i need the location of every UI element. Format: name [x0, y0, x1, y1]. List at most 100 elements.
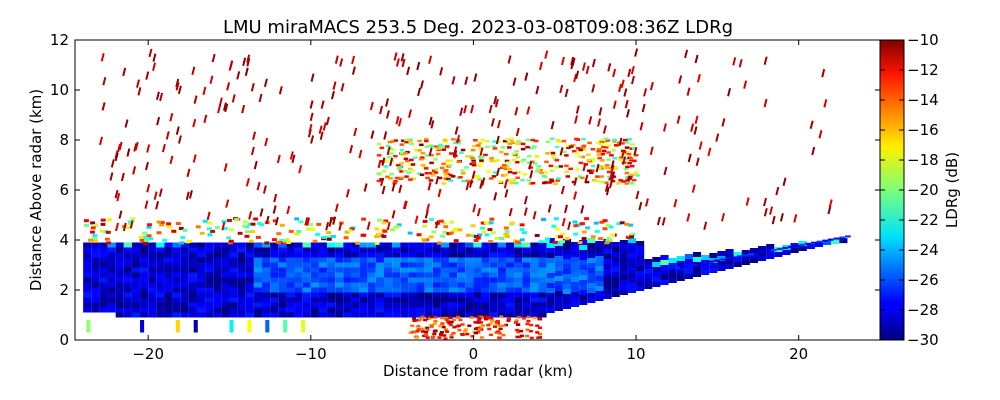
- radar-cell: [603, 289, 612, 294]
- radar-cell: [415, 330, 420, 333]
- radar-streak: [612, 68, 617, 78]
- radar-cell: [500, 146, 506, 149]
- radar-cell: [459, 151, 464, 154]
- radar-cell: [587, 258, 596, 263]
- radar-cell: [131, 252, 141, 258]
- radar-cell: [400, 282, 409, 288]
- radar-cell: [433, 329, 438, 333]
- radar-cell: [644, 264, 653, 269]
- radar-cell: [438, 219, 444, 223]
- radar-cell: [318, 307, 328, 313]
- radar-streak: [386, 146, 391, 156]
- radar-cell: [262, 307, 271, 313]
- radar-cell: [549, 178, 554, 181]
- radar-cell: [626, 152, 632, 156]
- radar-cell: [473, 331, 478, 335]
- radar-cell: [127, 220, 133, 224]
- radar-cell: [422, 219, 428, 223]
- radar-cell: [595, 179, 600, 183]
- radar-cell: [465, 272, 474, 278]
- radar-cell: [115, 312, 124, 318]
- radar-cell: [156, 257, 165, 263]
- radar-cell: [440, 322, 445, 325]
- radar-cell: [195, 225, 201, 229]
- radar-cell: [138, 235, 144, 239]
- radar-streak: [223, 163, 228, 172]
- radar-cell: [294, 262, 303, 268]
- radar-cell: [481, 282, 490, 288]
- radar-cell: [827, 238, 834, 241]
- radar-cell: [327, 277, 336, 283]
- radar-streak: [403, 200, 408, 210]
- radar-cell: [570, 144, 576, 147]
- radar-cell: [270, 312, 279, 318]
- radar-cell: [172, 267, 181, 273]
- radar-cell: [453, 239, 459, 243]
- radar-cell: [676, 256, 685, 261]
- radar-streak: [310, 135, 315, 144]
- radar-cell: [528, 329, 533, 333]
- radar-cell: [281, 240, 287, 244]
- radar-cell: [286, 307, 295, 313]
- radar-cell: [172, 247, 181, 253]
- radar-cell: [537, 317, 542, 321]
- radar-cell: [447, 164, 453, 167]
- radar-cell: [229, 277, 238, 283]
- radar-cell: [587, 283, 596, 288]
- radar-cell: [596, 153, 602, 156]
- radar-cell: [390, 148, 395, 151]
- radar-cell: [816, 240, 823, 243]
- radar-cell: [496, 140, 501, 144]
- radar-streak: [663, 166, 668, 176]
- radar-cell: [619, 250, 628, 255]
- radar-cell: [432, 272, 441, 278]
- radar-cell: [213, 297, 222, 303]
- radar-cell: [433, 171, 439, 174]
- radar-streak: [129, 220, 134, 229]
- radar-cell: [188, 307, 197, 313]
- radar-cell: [603, 294, 612, 299]
- radar-cell: [489, 217, 495, 221]
- radar-cell: [522, 262, 531, 268]
- radar-cell: [601, 145, 606, 149]
- radar-cell: [530, 282, 539, 288]
- radar-cell: [131, 262, 141, 268]
- radar-cell: [107, 307, 116, 313]
- radar-cell: [477, 327, 482, 331]
- radar-cell: [399, 148, 405, 152]
- radar-cell: [611, 257, 620, 262]
- radar-cell: [262, 272, 271, 278]
- radar-cell: [400, 267, 409, 273]
- radar-cell: [535, 324, 540, 327]
- radar-cell: [587, 273, 596, 278]
- radar-cell: [564, 170, 569, 174]
- radar-cell: [83, 219, 89, 223]
- radar-cell: [485, 145, 490, 149]
- radar-cell: [245, 297, 254, 303]
- radar-cell: [294, 282, 303, 288]
- radar-cell: [115, 247, 124, 253]
- radar-streak: [363, 183, 368, 192]
- radar-cell: [276, 241, 282, 245]
- radar-cell: [486, 323, 491, 327]
- radar-cell: [439, 166, 445, 170]
- radar-cell: [123, 312, 132, 318]
- radar-cell: [270, 262, 279, 268]
- radar-cell: [546, 268, 555, 273]
- radar-cell: [383, 219, 389, 223]
- radar-cell: [146, 234, 152, 238]
- radar-cell: [481, 307, 490, 313]
- radar-cell: [245, 257, 254, 263]
- radar-cell: [684, 269, 693, 274]
- radar-cell: [374, 235, 380, 239]
- radar-cell: [449, 220, 455, 224]
- radar-cell: [412, 330, 417, 334]
- radar-cell: [449, 333, 454, 337]
- radar-cell: [424, 171, 430, 175]
- colorbar-axis: −10−12−14−16−18−20−22−24−26−28−30: [880, 31, 939, 349]
- radar-cell: [619, 285, 628, 290]
- radar-streak: [479, 147, 484, 156]
- radar-streak: [575, 105, 580, 114]
- radar-cell: [522, 173, 528, 176]
- radar-cell: [456, 141, 462, 145]
